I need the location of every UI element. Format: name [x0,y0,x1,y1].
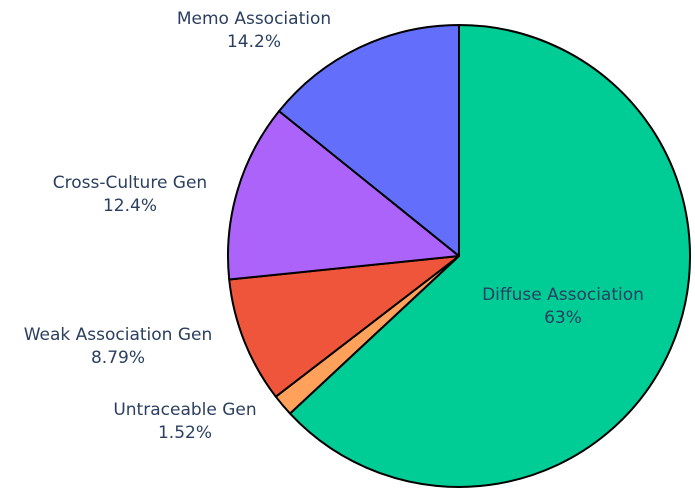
slice-value-label: 1.52% [158,423,212,443]
pie-labels: Diffuse Association 63% Untraceable Gen 1.5… [24,9,644,443]
slice-value-label: 14.2% [227,32,281,52]
pie-slice-memo-association [278,24,460,257]
slice-value-label: 8.79% [91,348,145,368]
pie-slice-cross-culture-gen [226,110,460,281]
slice-label-untraceable-gen: Untraceable Gen 1.52% [113,400,256,443]
pie-slice-diffuse-association [289,24,692,488]
slice-label-diffuse-association: Diffuse Association 63% [482,285,644,328]
slice-category-label: Diffuse Association [482,285,644,305]
slice-category-label: Weak Association Gen [24,325,213,345]
slice-category-label: Cross-Culture Gen [53,173,207,193]
slice-value-label: 12.4% [103,196,157,216]
slice-label-cross-culture-gen: Cross-Culture Gen 12.4% [53,173,207,216]
slice-label-weak-association-gen: Weak Association Gen 8.79% [24,325,213,368]
slice-value-label: 63% [544,308,582,328]
slice-label-memo-association: Memo Association 14.2% [177,9,331,52]
pie-slices [226,24,692,488]
pie-slice-weak-association-gen [228,255,460,398]
slice-category-label: Untraceable Gen [113,400,256,420]
slice-category-label: Memo Association [177,9,331,29]
